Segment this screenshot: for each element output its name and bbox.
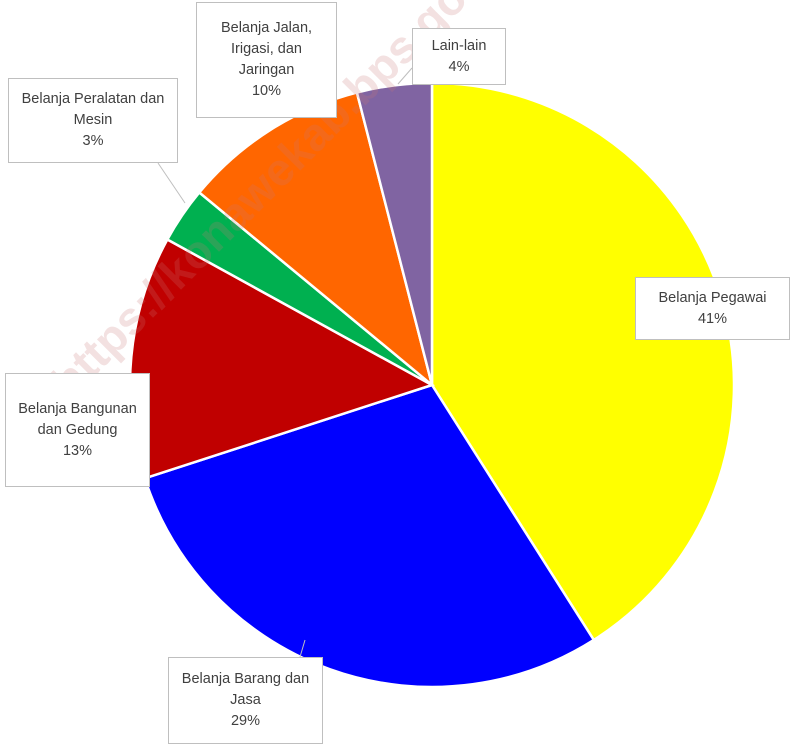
data-label: Belanja Pegawai 41% <box>635 277 790 340</box>
data-label: Belanja Bangunan dan Gedung 13% <box>5 373 150 487</box>
label-value: 41% <box>697 310 728 327</box>
label-value: 3% <box>82 133 104 149</box>
label-name: Belanja Pegawai <box>658 289 767 306</box>
leader-line <box>157 162 186 204</box>
label-value: 13% <box>62 442 93 459</box>
label-value: 10% <box>251 83 282 99</box>
pie-slice <box>197 90 435 389</box>
leader-line <box>299 639 306 658</box>
label-name: Belanja Peralatan dan Mesin <box>21 91 165 128</box>
label-name: Belanja Bangunan dan Gedung <box>18 400 137 438</box>
label-name: Belanja Jalan, Irigasi, dan Jaringan <box>220 20 313 78</box>
label-name: Belanja Barang dan Jasa <box>181 671 310 708</box>
data-label: Belanja Peralatan dan Mesin 3% <box>8 78 178 163</box>
leader-line <box>397 67 413 85</box>
data-label: Belanja Jalan, Irigasi, dan Jaringan 10% <box>196 2 337 118</box>
data-label: Lain-lain 4% <box>412 28 506 85</box>
label-value: 4% <box>448 58 470 75</box>
data-label: Belanja Barang dan Jasa 29% <box>168 657 323 744</box>
pie-slice <box>143 383 596 689</box>
label-name: Lain-lain <box>431 37 487 54</box>
label-value: 29% <box>230 713 261 729</box>
